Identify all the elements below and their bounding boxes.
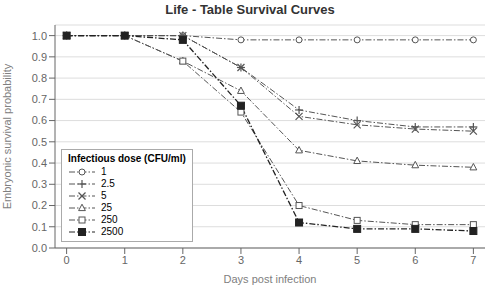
svg-text:0.2: 0.2 (32, 199, 47, 211)
svg-text:0.1: 0.1 (32, 221, 47, 233)
svg-text:1: 1 (122, 254, 128, 266)
svg-text:2: 2 (180, 254, 186, 266)
svg-text:0.3: 0.3 (32, 178, 47, 190)
html-text:Life - Table Survival Curves: Life - Table Survival Curves (165, 2, 335, 17)
svg-text:1.0: 1.0 (32, 30, 47, 42)
svg-text:3: 3 (238, 254, 244, 266)
svg-text:0.5: 0.5 (32, 136, 47, 148)
svg-text:6: 6 (412, 254, 418, 266)
svg-text:0: 0 (64, 254, 70, 266)
svg-text:Days post infection: Days post infection (224, 273, 317, 285)
html-text:1: 1 (101, 166, 107, 177)
svg-text:5: 5 (354, 254, 360, 266)
svg-text:0.4: 0.4 (32, 157, 47, 169)
svg-text:0.0: 0.0 (32, 242, 47, 254)
svg-text:0.8: 0.8 (32, 72, 47, 84)
svg-text:0.9: 0.9 (32, 51, 47, 63)
svg-text:Embryonic survival probability: Embryonic survival probability (8, 63, 13, 209)
svg-text:4: 4 (296, 254, 302, 266)
html-text:2500: 2500 (101, 226, 124, 237)
svg-text:7: 7 (470, 254, 476, 266)
html-text:2.5: 2.5 (101, 178, 115, 189)
html-text:250: 250 (101, 214, 118, 225)
svg-text:0.6: 0.6 (32, 114, 47, 126)
html-text:5: 5 (101, 190, 107, 201)
html-text:Infectious dose (CFU/ml): Infectious dose (CFU/ml) (68, 153, 186, 164)
svg-text:0.7: 0.7 (32, 93, 47, 105)
html-text:25: 25 (101, 202, 113, 213)
